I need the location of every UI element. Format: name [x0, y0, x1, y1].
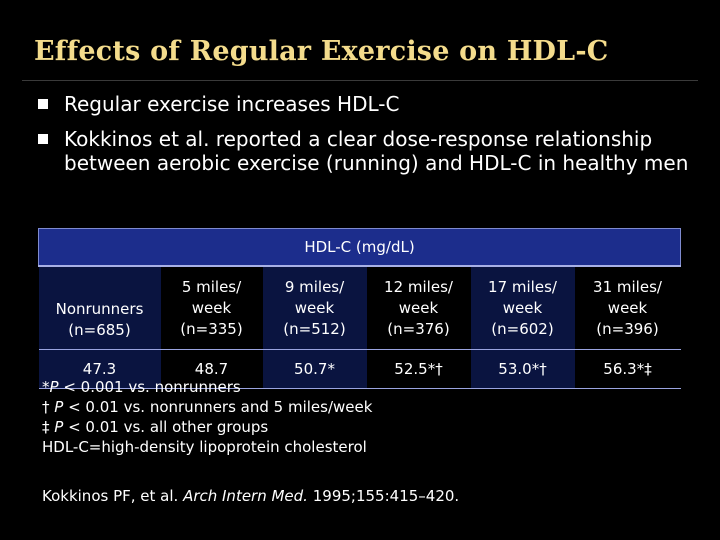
column-label-17-miles: 17 miles/ week (n=602) — [470, 266, 575, 350]
citation-details: 1995;155:415–420. — [307, 487, 460, 505]
value-12-miles: 52.5*† — [366, 349, 471, 389]
bullet-text: Regular exercise increases HDL-C — [64, 92, 400, 116]
footnote-symbol: * — [42, 378, 50, 396]
footnote-line: † P < 0.01 vs. nonrunners and 5 miles/we… — [42, 397, 372, 417]
column-label-line: 17 miles/ — [488, 277, 557, 296]
footnote-line: ‡ P < 0.01 vs. all other groups — [42, 417, 372, 437]
column-label-line: week — [502, 298, 543, 317]
column-label-line: week — [398, 298, 439, 317]
column-label-line: (n=602) — [491, 319, 554, 338]
column-label-line: 9 miles/ — [284, 277, 345, 296]
value-17-miles: 53.0*† — [470, 349, 575, 389]
column-label-nonrunners: Nonrunners (n=685) — [38, 266, 161, 350]
title-divider — [22, 80, 698, 81]
column-label-line: week — [294, 298, 335, 317]
column-label-9-miles: 9 miles/ week (n=512) — [262, 266, 367, 350]
hdl-table: HDL-C (mg/dL) Nonrunners (n=685) 5 miles… — [37, 228, 682, 389]
column-label-line: 12 miles/ — [384, 277, 453, 296]
footnote-p: P — [54, 398, 64, 416]
citation-authors: Kokkinos PF, et al. — [42, 487, 184, 505]
value-5-miles: 48.7 — [160, 349, 263, 389]
column-label-line: week — [607, 298, 648, 317]
slide-title: Effects of Regular Exercise on HDL-C — [34, 36, 609, 67]
column-label-line: (n=335) — [180, 319, 243, 338]
column-label-line: week — [191, 298, 232, 317]
footnote-text: < 0.01 vs. nonrunners and 5 miles/week — [63, 398, 373, 416]
footnote-p: P — [49, 378, 59, 396]
column-label-line: 5 miles/ — [181, 277, 242, 296]
table-row-groups: Nonrunners (n=685) 5 miles/ week (n=335)… — [38, 266, 681, 350]
footnote-text: < 0.001 vs. nonrunners — [58, 378, 241, 396]
table-header-row: HDL-C (mg/dL) — [37, 228, 682, 267]
footnote-line: HDL-C=high-density lipoprotein cholester… — [42, 438, 367, 456]
column-label-5-miles: 5 miles/ week (n=335) — [160, 266, 263, 350]
column-label-line: (n=376) — [387, 319, 450, 338]
citation-journal: Arch Intern Med. — [183, 487, 308, 505]
bullet-item: Regular exercise increases HDL-C — [36, 92, 696, 116]
bullet-item: Kokkinos et al. reported a clear dose-re… — [36, 127, 696, 175]
bullet-text: Kokkinos et al. reported a clear dose-re… — [64, 127, 689, 175]
column-label-12-miles: 12 miles/ week (n=376) — [366, 266, 471, 350]
footnote-symbol: † — [42, 398, 55, 416]
footnote-p: P — [54, 418, 64, 436]
table-row-values: 47.3 48.7 50.7* 52.5*† 53.0*† 56.3*‡ — [38, 349, 681, 389]
footnote-symbol: ‡ — [42, 418, 55, 436]
value-nonrunners: 47.3 — [38, 349, 161, 389]
hdl-table-container: HDL-C (mg/dL) Nonrunners (n=685) 5 miles… — [37, 228, 682, 389]
column-label-line: (n=396) — [596, 319, 659, 338]
citation: Kokkinos PF, et al. Arch Intern Med. 199… — [42, 486, 459, 506]
square-bullet-icon — [38, 134, 48, 144]
footnote-line: *P < 0.001 vs. nonrunners — [42, 377, 372, 397]
square-bullet-icon — [38, 99, 48, 109]
value-31-miles: 56.3*‡ — [574, 349, 681, 389]
table-header: HDL-C (mg/dL) — [37, 228, 682, 267]
column-label-line: (n=685) — [68, 321, 131, 339]
column-label-line: 31 miles/ — [593, 277, 662, 296]
value-9-miles: 50.7* — [262, 349, 367, 389]
footnote-text: < 0.01 vs. all other groups — [63, 418, 269, 436]
column-label-31-miles: 31 miles/ week (n=396) — [574, 266, 681, 350]
footnotes: *P < 0.001 vs. nonrunners † P < 0.01 vs.… — [42, 377, 372, 457]
column-label-line: Nonrunners — [55, 300, 144, 318]
bullet-list: Regular exercise increases HDL-C Kokkino… — [36, 92, 696, 186]
column-label-line: (n=512) — [283, 319, 346, 338]
